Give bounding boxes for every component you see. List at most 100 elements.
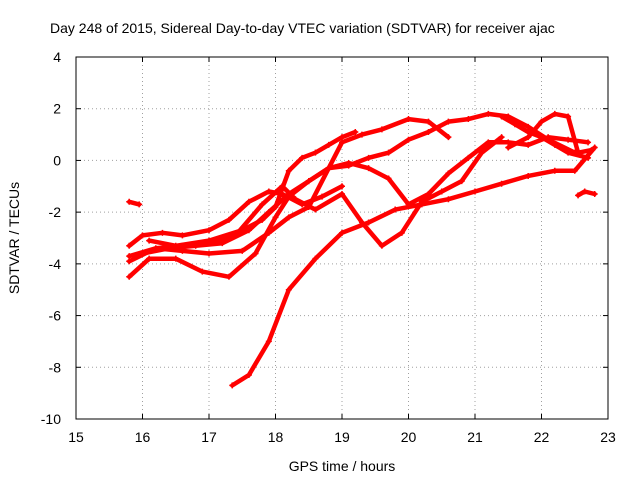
data-point-arc-2 <box>339 229 345 236</box>
x-tick-label: 20 <box>401 429 417 445</box>
data-point-arc-9 <box>565 149 572 156</box>
data-point-arc-9 <box>511 121 518 128</box>
data-point-arc-6 <box>365 165 372 172</box>
data-point-arc-3 <box>139 232 146 239</box>
data-point-arc-2 <box>525 172 532 179</box>
data-point-arc-3 <box>159 229 166 236</box>
y-tick-label: -2 <box>49 204 62 220</box>
data-point-arc-8 <box>272 203 279 210</box>
x-tick-label: 15 <box>68 429 84 445</box>
data-point-arc-7 <box>525 123 532 130</box>
data-point-arc-2 <box>591 144 598 151</box>
y-tick-label: -6 <box>49 308 62 324</box>
data-point-arc-5 <box>358 219 365 226</box>
data-point-arc-2 <box>245 372 252 379</box>
x-tick-label: 18 <box>268 429 284 445</box>
series-line-arc-2 <box>230 145 597 388</box>
data-point-arc-5 <box>126 258 133 265</box>
data-point-arc-6 <box>445 170 452 177</box>
data-point-arc-6 <box>485 139 492 146</box>
data-point-arc-1 <box>126 198 133 205</box>
series-line-arc-6 <box>126 134 591 259</box>
data-point-arc-5 <box>312 206 319 213</box>
data-point-arc-11 <box>591 191 598 198</box>
x-tick-label: 19 <box>334 429 350 445</box>
data-point-arc-8 <box>312 149 319 156</box>
data-point-arc-8 <box>299 154 306 161</box>
data-point-arc-4 <box>272 214 279 221</box>
data-point-arc-6 <box>305 203 312 210</box>
data-point-arc-6 <box>585 139 592 146</box>
y-tick-label: -8 <box>49 359 62 375</box>
y-axis-title: SDTVAR / TECUs <box>6 182 22 294</box>
chart-title: Day 248 of 2015, Sidereal Day-to-day VTE… <box>50 20 555 36</box>
data-point-arc-6 <box>265 229 272 236</box>
data-point-arc-2 <box>229 382 236 389</box>
x-tick-label: 22 <box>534 429 550 445</box>
x-tick-label: 21 <box>467 429 483 445</box>
data-point-arc-3 <box>265 188 272 195</box>
data-point-arc-6 <box>505 139 512 146</box>
data-point-arc-8 <box>285 167 292 174</box>
data-point-arc-7 <box>219 240 226 247</box>
y-tick-label: 0 <box>53 152 61 168</box>
data-point-arc-4 <box>425 118 432 125</box>
data-point-arc-4 <box>126 273 133 280</box>
data-point-arc-4 <box>252 250 259 257</box>
data-point-arc-2 <box>445 196 452 203</box>
tick-layer: 15 16 17 18 19 20 21 22 23 -10 -8 -6 -4 -2 0 2 4 <box>41 49 616 445</box>
data-point-arc-4 <box>339 139 345 146</box>
data-point-arc-8 <box>259 216 266 223</box>
data-point-arc-8 <box>239 227 246 234</box>
data-point-arc-6 <box>206 250 212 257</box>
data-point-arc-7 <box>365 154 372 161</box>
grid-layer <box>76 57 608 419</box>
data-point-arc-4 <box>172 255 179 262</box>
y-tick-label: 2 <box>53 101 61 117</box>
data-point-arc-8 <box>352 128 359 135</box>
data-point-arc-7 <box>445 118 452 125</box>
data-point-arc-10 <box>575 149 582 156</box>
data-point-arc-7 <box>325 165 332 172</box>
data-point-arc-5 <box>438 188 445 195</box>
data-point-arc-7 <box>465 116 472 123</box>
data-point-arc-9 <box>551 141 558 148</box>
data-point-arc-1 <box>136 201 143 208</box>
data-point-arc-8 <box>339 134 345 141</box>
data-point-arc-10 <box>551 110 558 117</box>
data-point-arc-10 <box>588 147 595 154</box>
data-point-arc-3 <box>339 183 345 190</box>
y-tick-label: -4 <box>49 256 62 272</box>
x-tick-label: 17 <box>201 429 217 445</box>
data-point-arc-4 <box>405 116 412 123</box>
data-point-arc-4 <box>146 255 153 262</box>
y-tick-label: 4 <box>53 49 61 65</box>
data-point-arc-7 <box>139 250 146 257</box>
data-point-arc-6 <box>385 175 392 182</box>
data-point-arc-2 <box>392 206 399 213</box>
x-axis-title: GPS time / hours <box>289 458 396 474</box>
data-point-arc-2 <box>472 188 478 195</box>
y-tick-label: -10 <box>41 411 61 427</box>
data-point-arc-5 <box>339 191 345 198</box>
data-point-arc-9 <box>498 113 505 120</box>
data-point-arc-5 <box>398 229 405 236</box>
data-point-arc-2 <box>265 338 272 345</box>
series-layer <box>126 110 598 389</box>
x-tick-label: 23 <box>600 429 616 445</box>
data-point-arc-7 <box>345 162 352 169</box>
data-point-arc-7 <box>485 110 492 117</box>
data-point-arc-5 <box>498 134 505 141</box>
data-point-arc-7 <box>285 191 292 198</box>
data-point-arc-3 <box>225 216 232 223</box>
data-point-arc-10 <box>538 118 545 125</box>
data-point-arc-5 <box>478 149 485 156</box>
data-point-arc-3 <box>126 242 133 249</box>
data-point-arc-8 <box>206 237 212 244</box>
data-point-arc-9 <box>585 154 592 161</box>
data-point-arc-5 <box>292 196 299 203</box>
data-point-arc-3 <box>179 232 186 239</box>
data-point-arc-5 <box>259 201 266 208</box>
